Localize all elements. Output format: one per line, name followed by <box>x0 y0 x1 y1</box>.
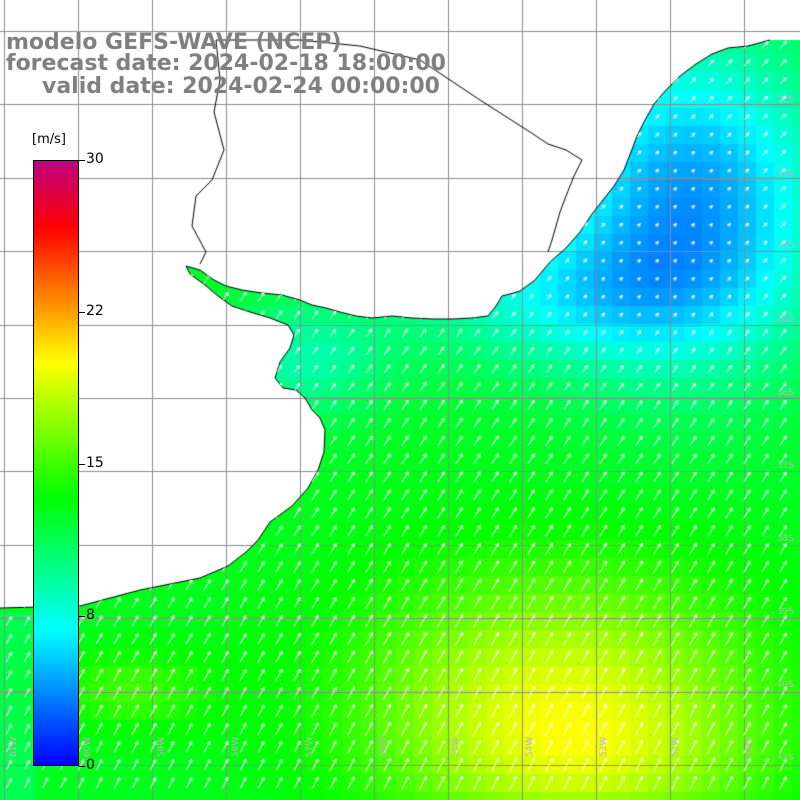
map-title: modelo GEFS-WAVE (NCEP) <box>6 30 342 55</box>
lon-label: 58W <box>231 736 242 758</box>
lon-label: 60W <box>83 736 94 758</box>
colorbar-tick-8: 8 <box>86 607 95 623</box>
forecast-date: forecast date: 2024-02-18 18:00:00 <box>6 51 446 76</box>
lat-label: 41S <box>776 753 794 763</box>
lat-label: 32S <box>776 95 794 105</box>
lat-label: 33S <box>776 168 794 178</box>
lon-label: 53W <box>599 736 610 758</box>
lat-label: 34S <box>776 241 794 251</box>
colorbar-tick-30: 30 <box>86 151 104 167</box>
lon-label: 51W <box>745 736 756 758</box>
lon-label: 61W <box>9 736 20 758</box>
colorbar-tick-22: 22 <box>86 303 104 319</box>
lon-label: 52W <box>671 736 682 758</box>
lat-label: 38S <box>776 534 794 544</box>
lat-label: 35S <box>776 314 794 324</box>
colorbar <box>33 160 79 766</box>
valid-date: valid date: 2024-02-24 00:00:00 <box>42 74 440 99</box>
lat-label: 40S <box>776 680 794 690</box>
lon-label: 54W <box>525 736 536 758</box>
lon-label: 55W <box>451 736 462 758</box>
colorbar-tick-0: 0 <box>86 757 95 773</box>
lon-label: 59W <box>157 736 168 758</box>
lon-label: 56W <box>379 736 390 758</box>
colorbar-tick-15: 15 <box>86 455 104 471</box>
lat-label: 39S <box>776 607 794 617</box>
lat-label: 36S <box>776 388 794 398</box>
colorbar-unit: [m/s] <box>32 132 66 147</box>
lat-label: 37S <box>776 461 794 471</box>
lon-label: 57W <box>305 736 316 758</box>
